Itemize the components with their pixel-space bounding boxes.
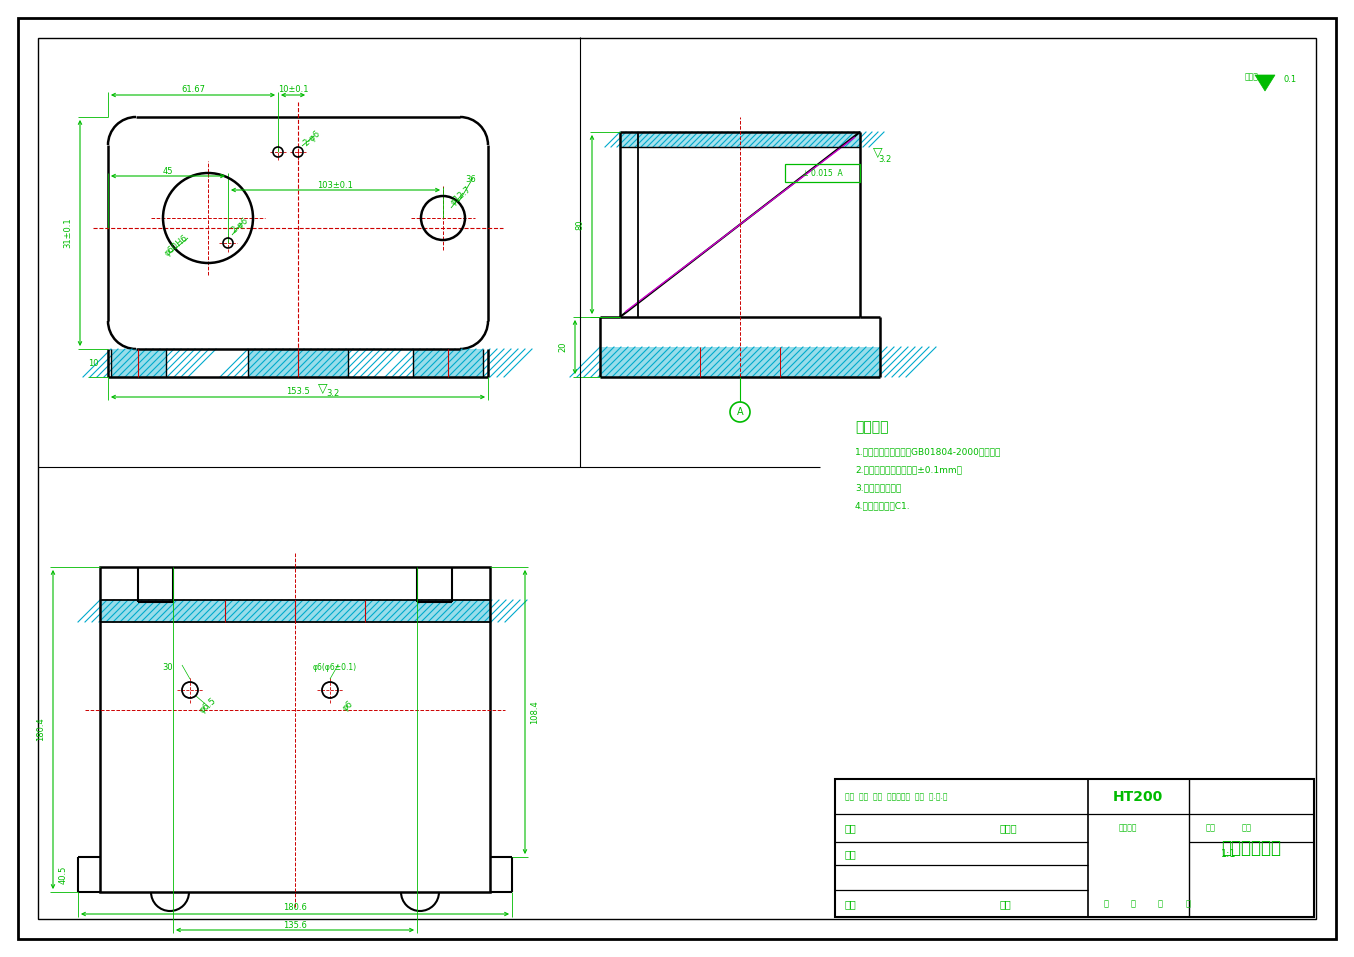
Text: φ12.7: φ12.7 [450,185,473,207]
Text: 比例: 比例 [1242,824,1252,833]
Text: 第: 第 [1158,900,1163,908]
Text: 36: 36 [466,175,477,185]
Bar [413,349,483,377]
Bar [600,347,880,377]
Text: A: A [737,407,743,417]
Bar [111,349,167,377]
Text: 1.未注形状公差应符合GB01804-2000的要求。: 1.未注形状公差应符合GB01804-2000的要求。 [854,448,1002,456]
Text: 3.倒角，去毛刺。: 3.倒角，去毛刺。 [854,483,902,493]
Text: 0.1: 0.1 [1284,75,1296,83]
Polygon shape [1255,75,1275,91]
Text: 标记  处数  分区  更改文件号  签名  年.月.日: 标记 处数 分区 更改文件号 签名 年.月.日 [845,792,948,802]
Text: 共: 共 [1104,900,1109,908]
Text: 45: 45 [162,167,173,175]
Bar [100,567,490,892]
Text: HT200: HT200 [1113,790,1163,804]
Text: φ6(φ6±0.1): φ6(φ6±0.1) [313,663,357,673]
Text: 3.2: 3.2 [326,389,340,397]
Text: 40.5: 40.5 [58,865,68,883]
Text: 批准: 批准 [1001,899,1011,909]
Text: 张: 张 [1186,900,1190,908]
Text: φ6.5: φ6.5 [198,697,218,716]
Text: ▽: ▽ [873,145,883,159]
Text: 标准化: 标准化 [1001,823,1018,833]
Text: 阶段标记: 阶段标记 [1118,824,1137,833]
Text: 粗糙度: 粗糙度 [1244,73,1259,81]
Text: 20: 20 [558,342,567,352]
Text: φ60H6: φ60H6 [162,234,190,258]
Text: 135.6: 135.6 [283,921,307,929]
Text: 4.未标注倒角为C1.: 4.未标注倒角为C1. [854,501,911,510]
Text: 1:1: 1:1 [1221,849,1236,859]
Text: 103±0.1: 103±0.1 [318,181,353,189]
Text: 180.6: 180.6 [283,903,307,913]
Text: 重量: 重量 [1206,824,1216,833]
Text: 30: 30 [162,663,173,673]
Text: 2-φ6: 2-φ6 [230,215,250,234]
Text: ⊥ 0.015  A: ⊥ 0.015 A [802,168,842,177]
Text: ▽: ▽ [318,383,328,395]
Bar [835,779,1313,917]
Text: φ6: φ6 [341,699,355,713]
Text: 2.未注长度尺寸允许偏差±0.1mm。: 2.未注长度尺寸允许偏差±0.1mm。 [854,465,961,475]
Text: 张: 张 [1131,900,1136,908]
Text: 61.67: 61.67 [181,84,204,94]
Text: 审核: 审核 [845,849,857,859]
Text: 180.4: 180.4 [37,718,46,742]
Text: 10±0.1: 10±0.1 [278,84,309,94]
Text: 技术要求: 技术要求 [854,420,888,434]
Text: 工艺: 工艺 [845,899,857,909]
Text: 10: 10 [88,359,99,367]
Text: 2-φ6: 2-φ6 [302,128,322,147]
Text: 80: 80 [575,219,585,230]
Bar [100,600,490,622]
Text: 转向臂夹具体: 转向臂夹具体 [1221,839,1281,857]
Text: 153.5: 153.5 [286,387,310,395]
Bar [248,349,348,377]
Bar [785,164,860,182]
Text: 3.2: 3.2 [879,155,892,165]
Bar [620,132,860,147]
Text: 设计: 设计 [845,823,857,833]
Text: 108.4: 108.4 [531,701,539,723]
Text: 31±0.1: 31±0.1 [64,217,73,248]
